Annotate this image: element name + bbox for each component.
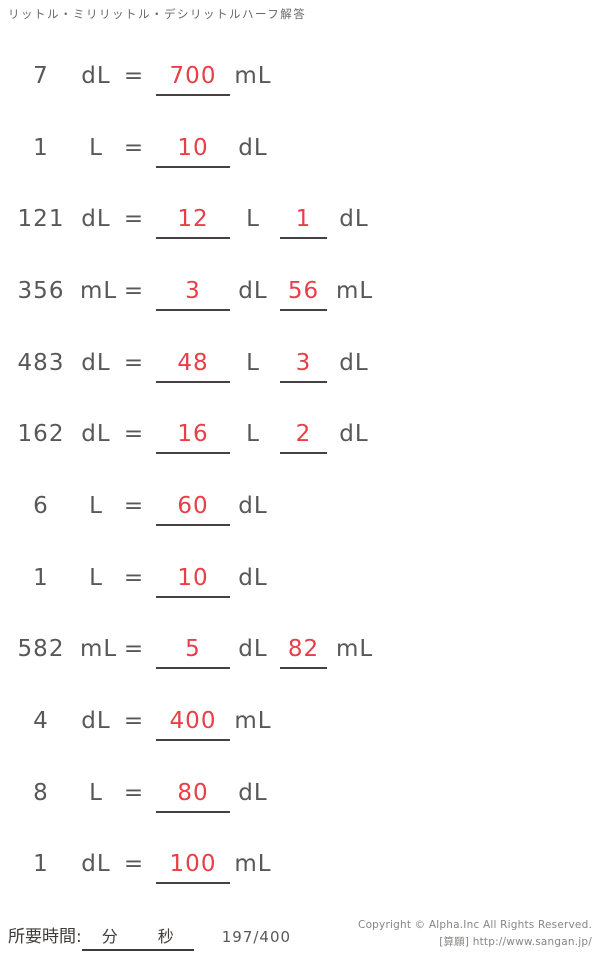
problem-unit: dL [81, 851, 111, 878]
problem-row: 121 dL = 12 L 1 dL [2, 184, 598, 256]
answer-1-unit: mL [234, 707, 272, 734]
problem-value: 8 [33, 779, 49, 806]
problem-value: 483 [17, 349, 65, 376]
answer-1-unit: L [246, 206, 260, 233]
problem-value: 1 [33, 564, 49, 591]
minutes-label: 分 [101, 927, 118, 946]
problem-row: 582 mL = 5 dL 82 mL [2, 614, 598, 686]
problem-value: 162 [17, 421, 65, 448]
problem-row: 4 dL = 400 mL [2, 686, 598, 758]
equals-sign: = [123, 851, 145, 878]
answer-blank-1: 48 [156, 350, 230, 383]
time-blank-line: 分秒 [81, 923, 194, 951]
equals-sign: = [123, 564, 145, 591]
answer-blank-1: 3 [156, 278, 230, 311]
answer-blank-1: 60 [156, 493, 230, 526]
problem-value: 1 [33, 134, 49, 161]
answer-blank-1: 5 [156, 636, 230, 670]
answer-2-unit: dL [339, 206, 369, 233]
answer-blank-1: 16 [156, 421, 230, 455]
problem-unit: dL [81, 707, 111, 734]
answer-1-unit: L [246, 349, 260, 376]
equals-sign: = [123, 421, 145, 448]
problem-row: 1 L = 10 dL [2, 543, 598, 615]
equals-sign: = [123, 707, 145, 734]
answer-1-unit: mL [234, 63, 272, 89]
problem-list: 7 dL = 700 mL 1 L = 10 dL 121 dL = 12 L 1 dL 356 mL = 3 dL… [2, 41, 598, 901]
equals-sign: = [123, 349, 145, 376]
answer-2-unit: dL [339, 421, 369, 448]
answer-blank-1: 100 [156, 851, 230, 885]
answer-1-unit: mL [234, 851, 272, 878]
equals-sign: = [123, 779, 145, 806]
answer-blank-1: 10 [156, 135, 230, 168]
answer-1-unit: dL [238, 636, 268, 663]
problem-unit: mL [80, 636, 118, 663]
problem-value: 121 [17, 206, 65, 233]
problem-row: 7 dL = 700 mL [2, 41, 598, 113]
answer-blank-1: 12 [156, 206, 230, 240]
problem-value: 4 [33, 707, 49, 734]
seconds-label: 秒 [157, 927, 174, 946]
page-title: リットル・ミリリットル・デシリットルハーフ解答 [8, 7, 307, 21]
copyright: Copyright © Alpha.Inc All Rights Reserve… [358, 917, 592, 950]
problem-value: 582 [17, 636, 65, 663]
answer-blank-1: 80 [156, 780, 230, 813]
problem-unit: dL [81, 63, 111, 89]
equals-sign: = [123, 134, 145, 161]
equals-sign: = [123, 206, 145, 233]
problem-row: 6 L = 60 dL [2, 471, 598, 543]
answer-1-unit: dL [238, 492, 268, 519]
answer-1-unit: dL [238, 564, 268, 591]
problem-row: 8 L = 80 dL [2, 758, 598, 830]
problem-value: 356 [17, 277, 65, 304]
problem-value: 7 [33, 63, 49, 89]
answer-blank-2: 56 [280, 278, 327, 311]
answer-1-unit: dL [238, 277, 268, 304]
answer-2-unit: mL [336, 277, 374, 304]
page-counter: 197/400 [221, 928, 292, 946]
time-label: 所要時間: [8, 927, 82, 947]
equals-sign: = [123, 277, 145, 304]
answer-blank-1: 400 [156, 708, 230, 741]
equals-sign: = [123, 63, 145, 89]
problem-unit: dL [81, 206, 111, 233]
problem-value: 1 [33, 851, 49, 878]
answer-2-unit: dL [339, 349, 369, 376]
problem-value: 6 [33, 492, 49, 519]
answer-1-unit: L [246, 421, 260, 448]
problem-unit: L [89, 492, 103, 519]
answer-blank-2: 2 [280, 421, 327, 455]
problem-row: 162 dL = 16 L 2 dL [2, 399, 598, 471]
problem-unit: mL [80, 277, 118, 304]
copyright-line1: Copyright © Alpha.Inc All Rights Reserve… [358, 919, 592, 932]
answer-blank-2: 3 [280, 350, 327, 383]
problem-unit: L [89, 779, 103, 806]
answer-1-unit: dL [238, 779, 268, 806]
answer-blank-1: 700 [156, 63, 230, 96]
answer-blank-2: 1 [280, 206, 327, 240]
answer-2-unit: mL [336, 636, 374, 663]
equals-sign: = [123, 492, 145, 519]
problem-row: 1 dL = 100 mL [2, 829, 598, 901]
problem-unit: L [89, 134, 103, 161]
answer-blank-1: 10 [156, 565, 230, 598]
problem-row: 1 L = 10 dL [2, 113, 598, 185]
problem-row: 356 mL = 3 dL 56 mL [2, 256, 598, 328]
equals-sign: = [123, 636, 145, 663]
answer-1-unit: dL [238, 134, 268, 161]
problem-row: 483 dL = 48 L 3 dL [2, 328, 598, 400]
copyright-line2: [算願] http://www.sangan.jp/ [439, 935, 592, 948]
problem-unit: dL [81, 421, 111, 448]
problem-unit: L [89, 564, 103, 591]
problem-unit: dL [81, 349, 111, 376]
answer-blank-2: 82 [280, 636, 327, 670]
footer-time-section: 所要時間: 分秒 197/400 [8, 922, 291, 951]
